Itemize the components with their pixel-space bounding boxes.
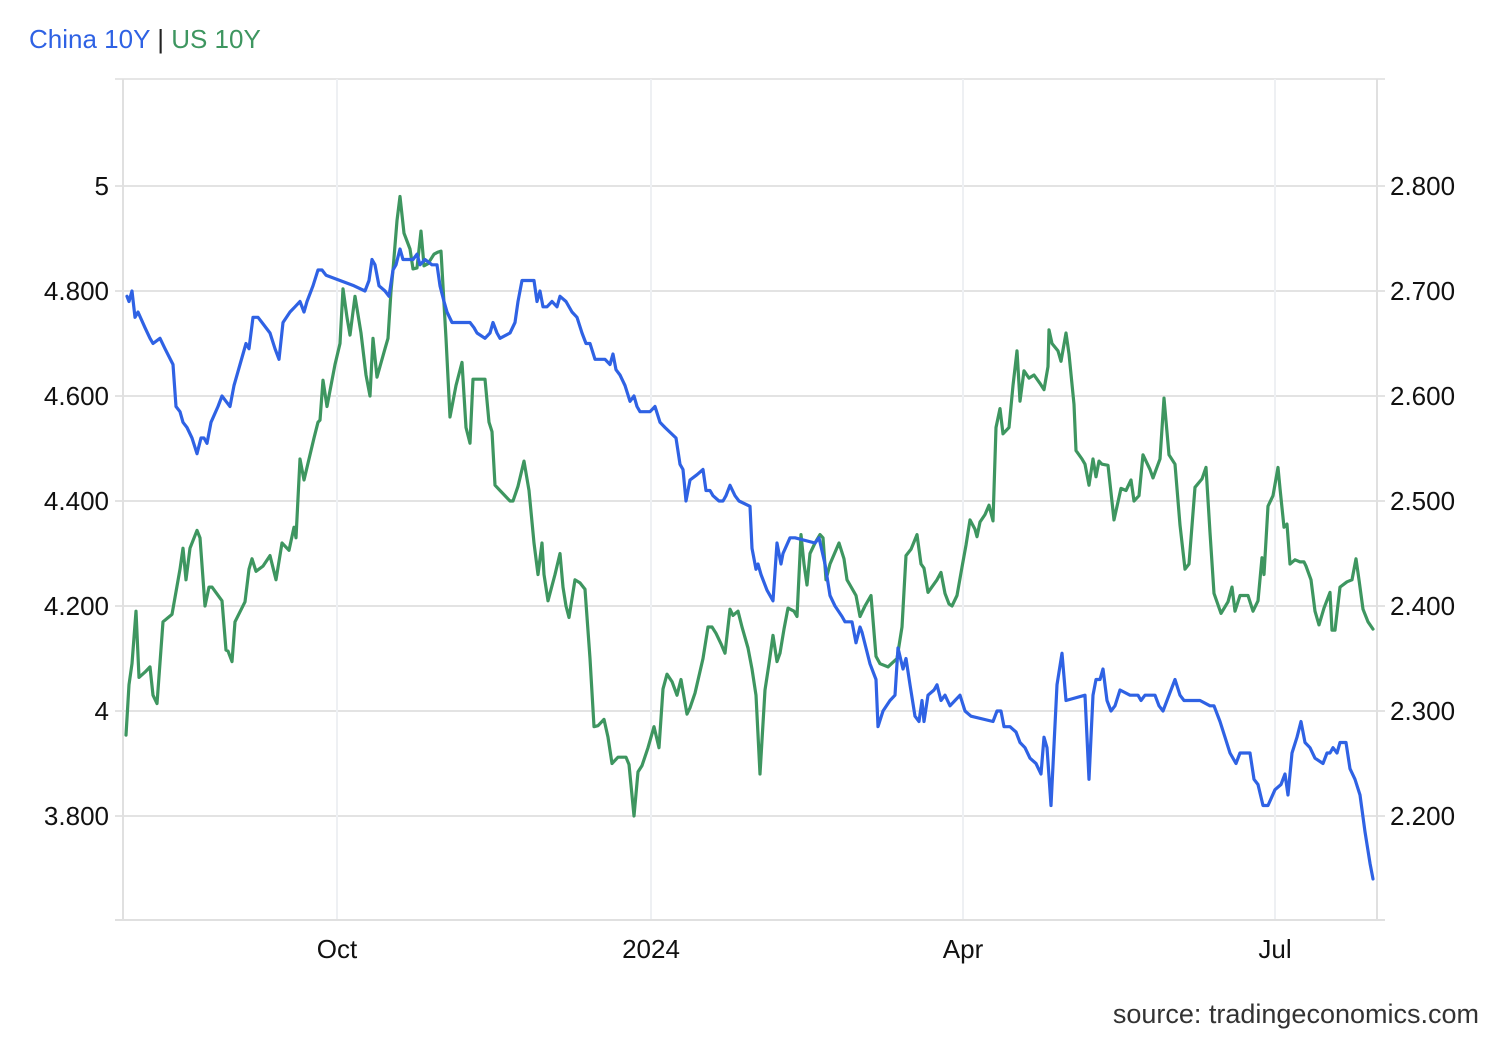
source-attribution: source: tradingeconomics.com	[1112, 999, 1479, 1029]
left-tick-label: 4.800	[44, 276, 109, 306]
x-tick-label: Oct	[317, 934, 358, 964]
right-tick-label: 2.800	[1390, 171, 1455, 201]
right-tick-label: 2.500	[1390, 486, 1455, 516]
right-tick-label: 2.200	[1390, 801, 1455, 831]
chart-legend: China 10Y | US 10Y	[29, 22, 261, 56]
left-tick-label: 4.400	[44, 486, 109, 516]
left-tick-label: 4.200	[44, 591, 109, 621]
us-10y-line	[124, 194, 1375, 818]
left-tick-label: 3.800	[44, 801, 109, 831]
x-tick-label: Apr	[943, 934, 984, 964]
legend-us-10y[interactable]: US 10Y	[171, 24, 261, 54]
right-tick-label: 2.400	[1390, 591, 1455, 621]
left-y-axis: 5 4.800 4.600 4.400 4.200 4 3.800	[44, 171, 109, 831]
x-tick-label: 2024	[622, 934, 680, 964]
right-y-axis: 2.800 2.700 2.600 2.500 2.400 2.300 2.200	[1390, 171, 1455, 831]
right-tick-label: 2.300	[1390, 696, 1455, 726]
right-tick-label: 2.700	[1390, 276, 1455, 306]
left-tick-label: 5	[95, 171, 109, 201]
x-axis: Oct 2024 Apr Jul	[317, 934, 1292, 964]
legend-china-10y[interactable]: China 10Y	[29, 24, 150, 54]
left-tick-label: 4	[95, 696, 109, 726]
x-tick-label: Jul	[1258, 934, 1291, 964]
left-tick-label: 4.600	[44, 381, 109, 411]
china-10y-line	[125, 247, 1375, 881]
right-tick-label: 2.600	[1390, 381, 1455, 411]
legend-separator: |	[157, 24, 164, 54]
chart-gridlines	[115, 78, 1385, 921]
